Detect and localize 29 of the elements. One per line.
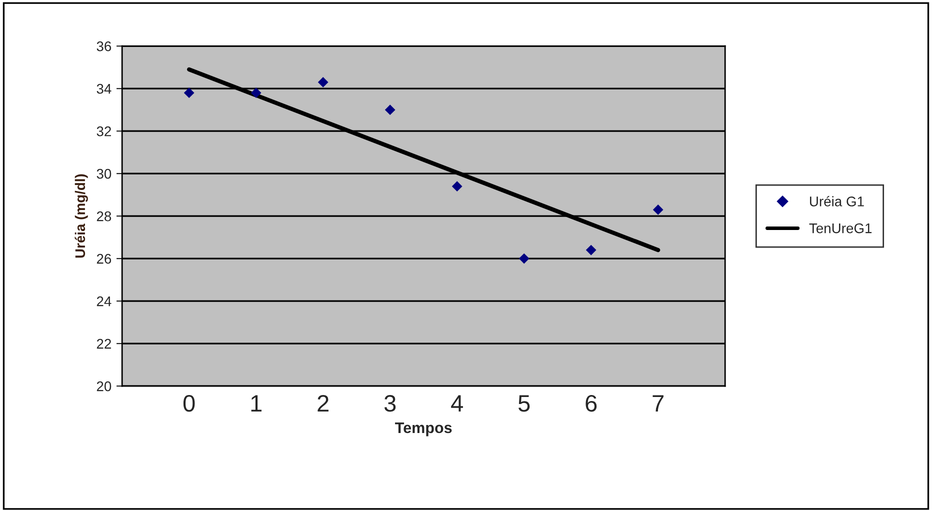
point [250, 88, 262, 98]
x-tick-label: 1 [251, 395, 262, 412]
x-tick-label: 5 [518, 395, 530, 412]
y-tick-label: 34 [96, 84, 112, 94]
x-tick-label: 2 [318, 395, 328, 412]
point [384, 104, 396, 116]
x-tick-label: 6 [586, 395, 597, 412]
point [518, 253, 530, 264]
legend-label: TenUreG1 [809, 223, 872, 234]
x-tick-label: 4 [451, 395, 463, 412]
x-tick-label: 7 [652, 395, 664, 412]
y-tick-label: 20 [96, 381, 112, 392]
point [318, 77, 328, 88]
y-tick-label: 28 [96, 211, 112, 222]
y-tick-label: 24 [96, 296, 112, 306]
point [586, 244, 596, 256]
y-tick-label: 32 [96, 126, 111, 136]
legend-label: Uréia G1 [810, 196, 864, 206]
y-axis-title: Uréia (mg/dl) [74, 174, 88, 258]
x-tick-label: 3 [384, 395, 396, 412]
point [452, 181, 462, 192]
point [652, 204, 664, 215]
y-tick-label: 30 [96, 168, 112, 179]
x-tick-label: 0 [183, 395, 195, 412]
y-tick-label: 22 [96, 338, 111, 349]
y-tick-label: 26 [96, 254, 112, 264]
point [184, 88, 194, 98]
y-tick-label: 36 [96, 41, 112, 52]
x-axis-title: Tempos [395, 422, 452, 436]
